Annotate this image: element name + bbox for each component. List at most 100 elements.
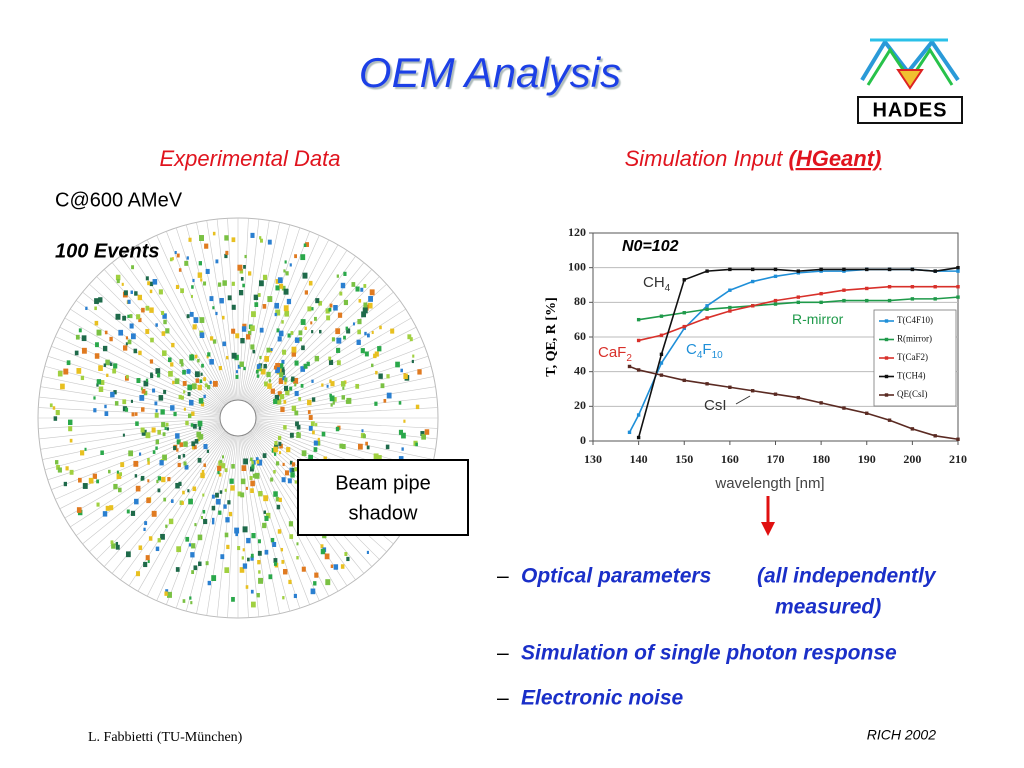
detector-hit: [219, 490, 223, 494]
detector-hit: [307, 410, 311, 414]
detector-hit: [282, 375, 286, 381]
detector-hit: [251, 464, 255, 469]
detector-hit: [220, 554, 225, 560]
detector-hit: [242, 283, 245, 288]
slide-title: OEM Analysis: [359, 49, 621, 96]
detector-hit: [330, 381, 335, 387]
series-marker: [842, 267, 846, 272]
detector-hit: [145, 305, 150, 311]
detector-hit: [200, 472, 205, 479]
detector-hit: [247, 557, 250, 562]
series-marker: [728, 305, 732, 310]
detector-hit: [65, 466, 69, 471]
detector-hit: [330, 564, 334, 569]
detector-hit: [126, 551, 131, 558]
detector-ray: [254, 346, 425, 412]
detector-hit: [161, 476, 166, 483]
detector-hit: [378, 373, 383, 379]
detector-hit: [182, 599, 186, 603]
detector-hit: [191, 383, 197, 390]
detector-hit: [183, 461, 187, 466]
detector-hit: [258, 490, 263, 497]
detector-hit: [180, 395, 184, 400]
detector-hit: [199, 332, 205, 339]
detector-hit: [93, 408, 97, 413]
detector-hit: [340, 564, 345, 569]
detector-ray: [76, 428, 224, 536]
series-marker: [865, 298, 869, 303]
detector-hit: [175, 433, 180, 439]
x-axis-label: wavelength [nm]: [714, 475, 824, 492]
detector-hit: [136, 314, 141, 320]
detector-hit: [215, 311, 218, 316]
detector-hit: [179, 442, 184, 447]
series-marker: [636, 413, 641, 417]
detector-hit: [212, 339, 217, 344]
series-marker: [956, 437, 960, 441]
detector-ray: [255, 365, 432, 414]
detector-hit: [343, 271, 347, 276]
detector-hit: [289, 432, 294, 438]
detector-hit: [244, 254, 247, 259]
detector-ray: [241, 435, 280, 614]
detector-hit: [407, 334, 412, 340]
detector-hit: [143, 390, 148, 396]
y-tick-label: 80: [574, 294, 586, 308]
detector-hit: [240, 277, 244, 281]
detector-hit: [316, 440, 321, 446]
detector-hit: [166, 591, 172, 598]
detector-hit: [265, 512, 271, 519]
detector-hit: [275, 309, 281, 316]
annotation-part: CsI: [704, 397, 727, 414]
detector-hit: [157, 488, 161, 493]
series-marker: [865, 411, 869, 415]
detector-hit: [278, 451, 282, 455]
detector-hit: [173, 445, 177, 451]
detector-hit: [250, 589, 254, 594]
detector-hit: [306, 361, 310, 366]
detector-hit: [149, 307, 154, 313]
detector-hit: [361, 429, 364, 433]
detector-hit: [262, 304, 267, 309]
detector-hit: [278, 441, 282, 446]
detector-hit: [125, 336, 128, 340]
footer-author: L. Fabbietti (TU-München): [88, 730, 243, 745]
detector-hit: [212, 380, 218, 387]
detector-hit: [204, 243, 209, 249]
detector-hit: [155, 439, 160, 445]
detector-ray: [96, 276, 226, 406]
detector-hit: [66, 360, 71, 366]
series-marker: [705, 316, 709, 320]
detector-hit: [250, 553, 254, 558]
detector-hit: [55, 409, 60, 416]
detector-hit: [329, 395, 335, 402]
detector-hit: [165, 524, 168, 528]
detector-hit: [161, 310, 165, 315]
detector-hit: [258, 539, 261, 544]
detector-hit: [275, 461, 280, 466]
detector-hit: [274, 302, 280, 309]
detector-hit: [272, 541, 277, 547]
detector-hit: [291, 346, 297, 353]
detector-hit: [199, 317, 205, 323]
detector-hit: [129, 314, 133, 319]
detector-hit: [75, 334, 80, 340]
detector-hit: [257, 459, 263, 466]
detector-hit: [219, 297, 224, 304]
detector-hit: [94, 306, 97, 311]
series-marker: [956, 269, 960, 273]
detector-hit: [317, 437, 320, 442]
detector-hit: [212, 231, 216, 236]
detector-hit: [138, 545, 143, 550]
detector-hit: [285, 389, 290, 396]
detector-hit: [115, 313, 121, 320]
detector-hit: [203, 463, 206, 467]
detector-hit: [134, 291, 138, 296]
x-tick-label: 170: [767, 452, 785, 466]
detector-hit: [140, 387, 143, 391]
detector-hit: [294, 254, 298, 259]
detector-hit: [288, 579, 292, 585]
detector-hit: [273, 365, 277, 370]
annotation-part: 10: [712, 350, 724, 361]
detector-ray: [196, 435, 235, 614]
